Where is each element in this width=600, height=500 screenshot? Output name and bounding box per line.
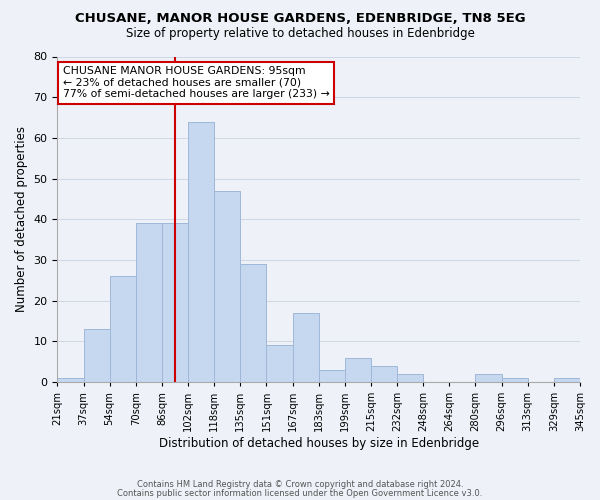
Y-axis label: Number of detached properties: Number of detached properties	[15, 126, 28, 312]
Bar	[371, 366, 397, 382]
Bar	[136, 224, 162, 382]
Text: CHUSANE, MANOR HOUSE GARDENS, EDENBRIDGE, TN8 5EG: CHUSANE, MANOR HOUSE GARDENS, EDENBRIDGE…	[74, 12, 526, 26]
Bar	[58, 378, 83, 382]
Bar	[162, 224, 188, 382]
Text: Contains public sector information licensed under the Open Government Licence v3: Contains public sector information licen…	[118, 488, 482, 498]
Bar	[554, 378, 580, 382]
Bar	[83, 329, 110, 382]
Bar	[293, 313, 319, 382]
Bar	[397, 374, 423, 382]
Text: Size of property relative to detached houses in Edenbridge: Size of property relative to detached ho…	[125, 28, 475, 40]
X-axis label: Distribution of detached houses by size in Edenbridge: Distribution of detached houses by size …	[158, 437, 479, 450]
Bar	[345, 358, 371, 382]
Text: CHUSANE MANOR HOUSE GARDENS: 95sqm
← 23% of detached houses are smaller (70)
77%: CHUSANE MANOR HOUSE GARDENS: 95sqm ← 23%…	[62, 66, 329, 100]
Bar	[502, 378, 528, 382]
Bar	[188, 122, 214, 382]
Text: Contains HM Land Registry data © Crown copyright and database right 2024.: Contains HM Land Registry data © Crown c…	[137, 480, 463, 489]
Bar	[214, 191, 241, 382]
Bar	[110, 276, 136, 382]
Bar	[266, 346, 293, 382]
Bar	[475, 374, 502, 382]
Bar	[241, 264, 266, 382]
Bar	[319, 370, 345, 382]
